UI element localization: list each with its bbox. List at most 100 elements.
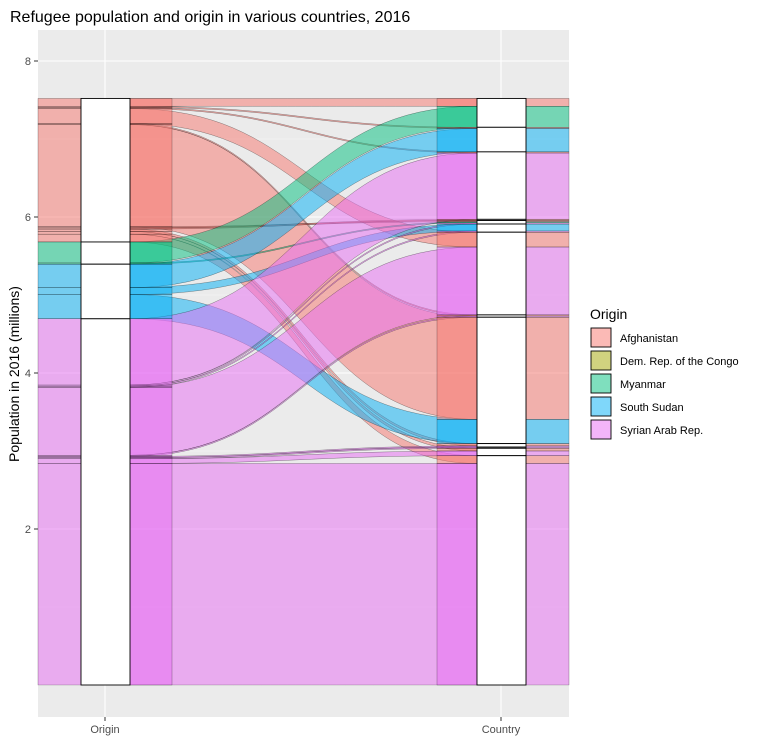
country-stratum <box>476 455 527 686</box>
country-stratum <box>476 220 527 225</box>
stratum-fill <box>436 128 478 153</box>
country-stratum <box>476 223 527 233</box>
legend-label: Dem. Rep. of the Congo <box>620 356 739 368</box>
stratum-fill <box>525 463 570 686</box>
stratum-fill <box>525 230 570 233</box>
stratum-fill <box>436 152 478 220</box>
stratum-fill <box>129 387 173 456</box>
stratum-fill <box>436 315 478 318</box>
stratum-fill <box>525 419 570 444</box>
legend-label: South Sudan <box>620 402 684 414</box>
y-tick-label: 2 <box>25 524 31 536</box>
stratum-fill <box>129 108 173 124</box>
stratum-fill <box>37 458 82 464</box>
stratum-fills-layer <box>37 98 570 686</box>
legend-swatch <box>590 350 612 371</box>
stratum-fill <box>525 232 570 248</box>
legend-swatch <box>590 373 612 394</box>
stratum-fill <box>525 448 570 452</box>
origin-stratum <box>80 241 131 265</box>
stratum-fill <box>436 223 478 232</box>
stratum-fill <box>37 228 82 232</box>
stratum-fill <box>436 450 478 456</box>
origin-stratum <box>80 97 131 243</box>
legend: Origin Afghanistan Dem. Rep. of the Congo… <box>590 306 739 440</box>
stratum-fill <box>129 228 173 232</box>
legend-swatch <box>590 419 612 440</box>
stratum-fill <box>129 287 173 295</box>
stratum-fill <box>436 232 478 248</box>
stratum-fill <box>436 317 478 420</box>
country-stratum <box>476 126 527 153</box>
stratum-fill <box>525 223 570 232</box>
country-stratum <box>476 231 527 316</box>
legend-label: Afghanistan <box>620 333 678 345</box>
stratum-fill <box>436 222 478 225</box>
stratum-fill <box>129 241 173 264</box>
stratum-fill <box>37 318 82 386</box>
stratum-fill <box>525 446 570 449</box>
legend-title: Origin <box>590 306 627 322</box>
stratum-fill <box>525 455 570 464</box>
stratum-fill <box>525 317 570 420</box>
stratum-fill <box>436 463 478 686</box>
stratum-fill <box>129 98 173 107</box>
legend-label: Myanmar <box>620 379 666 391</box>
stratum-fill <box>436 106 478 128</box>
stratum-fill <box>525 152 570 220</box>
country-stratum <box>476 447 527 457</box>
x-axis-ticks: Origin Country <box>90 717 521 736</box>
stratum-fill <box>37 231 82 235</box>
stratum-fill <box>129 124 173 227</box>
stratum-fill <box>436 246 478 316</box>
stratum-fill <box>37 294 82 319</box>
country-stratum <box>476 443 527 448</box>
legend-label: Syrian Arab Rep. <box>620 425 703 437</box>
stratum-fill <box>129 318 173 386</box>
flow-syrian-arab-rep- <box>129 463 478 686</box>
stratum-fill <box>37 233 82 243</box>
x-tick-label: Country <box>482 724 521 736</box>
stratum-fill <box>37 287 82 295</box>
stratum-fill <box>525 106 570 128</box>
flows-layer <box>129 98 478 686</box>
y-axis-title: Population in 2016 (millions) <box>6 286 22 462</box>
legend-swatch <box>590 327 612 348</box>
y-axis-ticks: 2 4 6 8 <box>25 56 38 536</box>
y-tick-label: 8 <box>25 56 31 68</box>
stratum-fill <box>129 294 173 319</box>
stratum-fill <box>525 222 570 225</box>
stratum-fill <box>129 458 173 464</box>
stratum-fill <box>129 233 173 243</box>
country-stratum <box>476 97 527 128</box>
stratum-fill <box>525 443 570 447</box>
stratum-fill <box>37 108 82 124</box>
stratum-fill <box>436 98 478 107</box>
stratum-fill <box>525 246 570 316</box>
stratum-fill <box>37 241 82 264</box>
stratum-fill <box>436 419 478 444</box>
stratum-fill <box>37 387 82 456</box>
stratum-fill <box>37 263 82 288</box>
stratum-fill <box>37 98 82 107</box>
flow-afghanistan <box>129 98 478 107</box>
stratum-fill <box>525 98 570 107</box>
origin-stratum <box>80 318 131 686</box>
stratum-fill <box>525 128 570 153</box>
stratum-fill <box>37 124 82 227</box>
stratum-fill <box>436 455 478 464</box>
strata-layer <box>80 97 527 686</box>
stratum-fill <box>129 263 173 288</box>
stratum-fill <box>436 446 478 449</box>
stratum-fill <box>525 315 570 318</box>
country-stratum <box>476 316 527 445</box>
stratum-fill <box>436 230 478 233</box>
legend-swatch <box>590 396 612 417</box>
stratum-fill <box>37 463 82 686</box>
country-stratum <box>476 151 527 220</box>
x-tick-label: Origin <box>90 724 119 736</box>
stratum-fill <box>436 443 478 447</box>
stratum-fill <box>129 463 173 686</box>
stratum-fill <box>436 448 478 452</box>
